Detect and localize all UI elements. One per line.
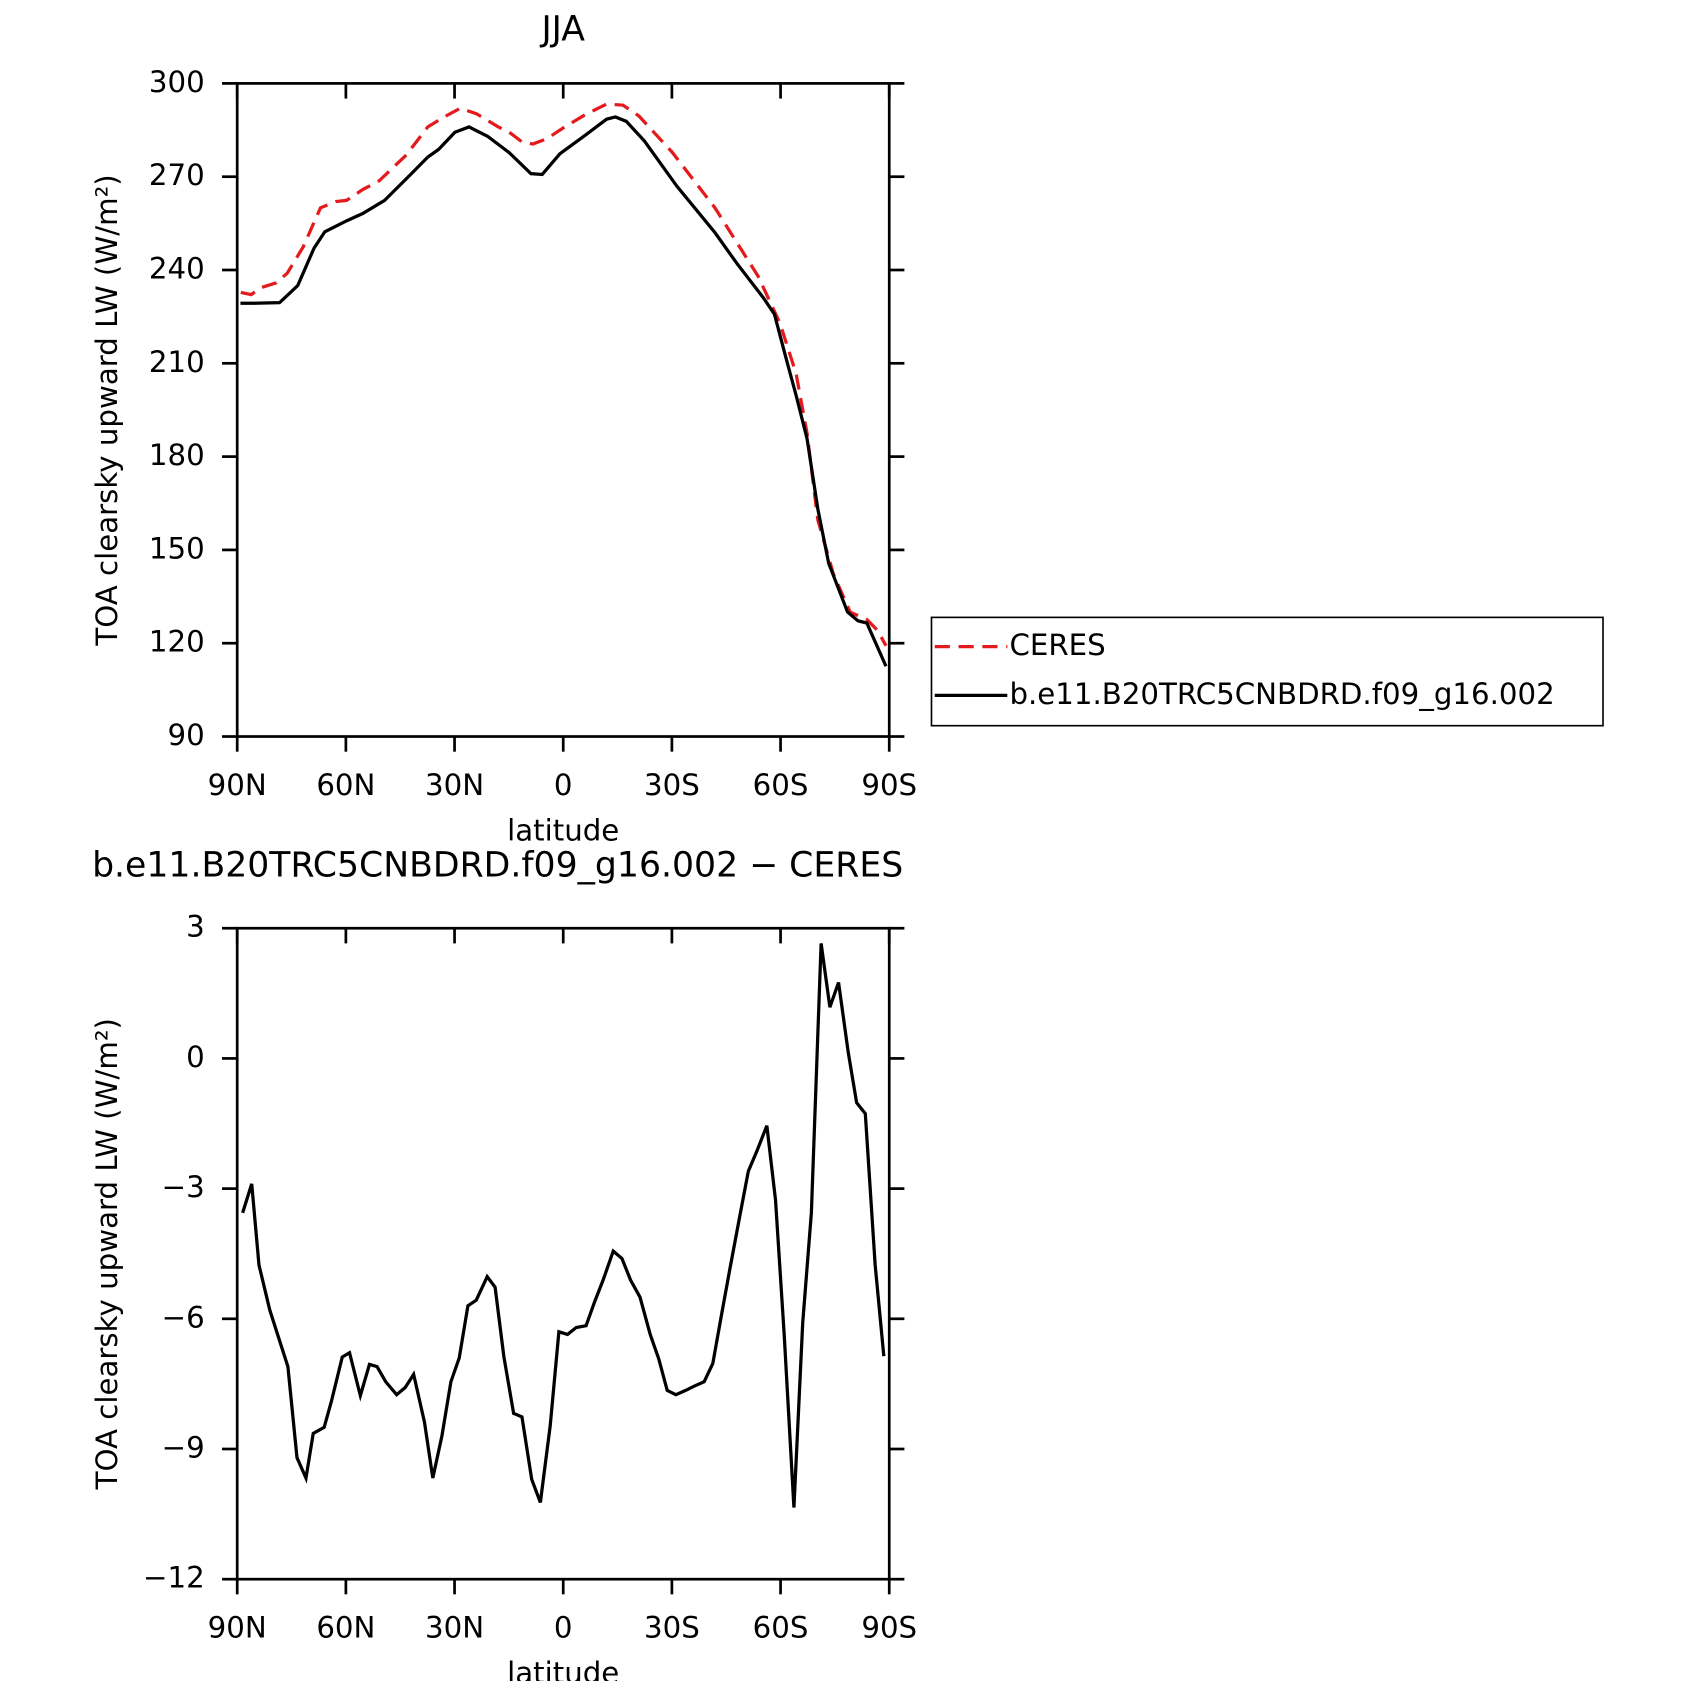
series-line	[240, 115, 888, 667]
y-tick-label: −9	[162, 1430, 205, 1464]
y-tick-label: −3	[162, 1170, 205, 1204]
x-tick-label: 0	[554, 768, 573, 802]
y-tick-label: 180	[149, 438, 205, 472]
legend-label: CERES	[1009, 628, 1105, 662]
x-axis-label: latitude	[507, 813, 619, 847]
y-tick-label: −12	[143, 1561, 205, 1595]
x-axis-label: latitude	[507, 1656, 619, 1681]
y-tick-label: 0	[186, 1040, 205, 1074]
y-tick-label: 90	[168, 718, 205, 752]
y-tick-label: 270	[149, 158, 205, 192]
x-tick-label: 90N	[208, 768, 267, 802]
y-tick-label: −6	[162, 1300, 205, 1334]
x-tick-label: 90S	[861, 1611, 917, 1645]
y-tick-label: 210	[149, 345, 205, 379]
y-tick-label: 240	[149, 252, 205, 286]
legend-box	[930, 616, 1604, 727]
y-axis-label: TOA clearsky upward LW (W/m²)	[90, 1018, 124, 1490]
x-tick-label: 60N	[316, 1611, 375, 1645]
chart-title: b.e11.B20TRC5CNBDRD.f09_g16.002 − CERES	[92, 845, 903, 885]
x-tick-label: 0	[554, 1611, 573, 1645]
y-tick-label: 150	[149, 531, 205, 565]
x-tick-label: 90S	[861, 768, 917, 802]
plot-frame	[235, 82, 891, 738]
x-tick-label: 90N	[208, 1611, 267, 1645]
x-tick-label: 30S	[644, 1611, 700, 1645]
x-tick-label: 60N	[316, 768, 375, 802]
legend-label: b.e11.B20TRC5CNBDRD.f09_g16.002	[1009, 677, 1554, 711]
chart-title: JJA	[539, 9, 585, 49]
series-line	[241, 943, 886, 1508]
y-tick-label: 3	[186, 910, 205, 944]
x-tick-label: 60S	[753, 1611, 809, 1645]
x-tick-label: 30N	[425, 768, 484, 802]
y-axis-label: TOA clearsky upward LW (W/m²)	[90, 174, 124, 646]
x-tick-label: 30S	[644, 768, 700, 802]
series-line	[240, 102, 888, 647]
x-tick-label: 30N	[425, 1611, 484, 1645]
x-tick-label: 60S	[753, 768, 809, 802]
y-tick-label: 120	[149, 625, 205, 659]
y-tick-label: 300	[149, 65, 205, 99]
